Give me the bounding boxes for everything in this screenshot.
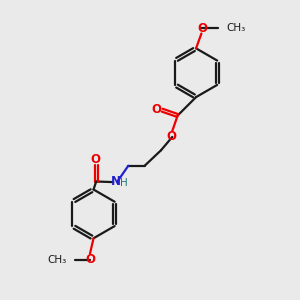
Text: O: O: [197, 22, 207, 35]
Text: O: O: [167, 130, 177, 143]
Text: O: O: [91, 153, 100, 166]
Text: H: H: [120, 178, 128, 188]
Text: O: O: [85, 253, 95, 266]
Text: CH₃: CH₃: [47, 255, 66, 265]
Text: N: N: [111, 175, 121, 188]
Text: O: O: [152, 103, 162, 116]
Text: CH₃: CH₃: [226, 23, 245, 33]
